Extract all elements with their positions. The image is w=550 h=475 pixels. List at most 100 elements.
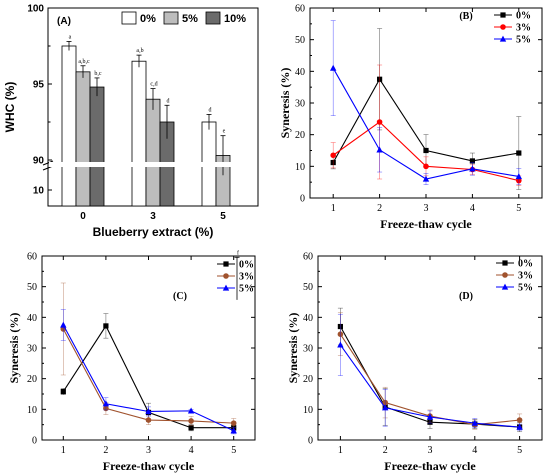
panel-a-significance-letter: a,b,c	[78, 59, 90, 65]
panel-c-legend-marker	[223, 261, 229, 267]
panel-c-xtick-label: 1	[61, 445, 66, 456]
panel-c-ytick-label: 20	[27, 374, 37, 385]
panel-a-significance-letter: a,b	[136, 48, 143, 54]
panel-a-legend-label: 0%	[140, 13, 156, 25]
panel-a-axis-break	[42, 160, 54, 166]
panel-b-point	[423, 147, 429, 154]
panel-c-legend-label: 5%	[239, 284, 254, 295]
panel-a-ytick-label: 100	[27, 4, 44, 15]
panel-b-legend-label: 3%	[516, 23, 531, 34]
panel-a-legend-swatch	[163, 11, 179, 25]
panel-d-ytick-label: 20	[303, 374, 313, 385]
panel-a-tag: (A)	[57, 16, 71, 27]
panel-c-point	[60, 321, 67, 328]
panel-c-legend-marker	[223, 273, 229, 279]
panel-c-point	[60, 388, 66, 395]
panel-b-legend-marker	[500, 12, 506, 18]
panel-d-ytick-label: 60	[303, 252, 313, 263]
panel-b-ytick-label: 10	[295, 162, 305, 173]
panel-d-xlabel: Freeze-thaw cycle	[384, 459, 476, 473]
panel-d-ytick-label: 0	[308, 436, 313, 447]
panel-b-point	[515, 173, 522, 180]
panel-a-legend-label: 10%	[224, 13, 246, 25]
panel-a-bar	[75, 71, 91, 207]
panel-c-point	[102, 400, 110, 407]
panel-b-point	[469, 165, 476, 172]
panel-b-legend-marker	[499, 35, 507, 42]
panel-c-point	[230, 427, 237, 434]
panel-b-point	[330, 152, 337, 159]
panel-b-legend-marker	[500, 24, 506, 30]
panel-c-ytick-label: 30	[27, 344, 37, 355]
panel-d-legend-marker	[502, 272, 508, 278]
panel-d-xtick-label: 3	[428, 445, 433, 456]
panel-c-ytick-label: 40	[27, 313, 37, 324]
panel-a-ytick-label: 10	[33, 186, 45, 197]
panel-b-xtick-label: 5	[516, 203, 521, 214]
panel-d-xtick-label: 1	[338, 445, 343, 456]
panel-b-point	[376, 119, 383, 125]
panel-a-significance-letter: a	[69, 34, 72, 40]
panel-b-ytick-label: 20	[295, 130, 305, 141]
panel-b-ytick-label: 0	[300, 194, 305, 205]
panel-a-ytick-label: 95	[33, 80, 45, 91]
panel-a-significance-letter: d	[209, 107, 212, 113]
panel-a-xtick-label: 0	[80, 211, 86, 222]
panel-a-bar	[131, 60, 147, 207]
panel-c-xtick-label: 2	[103, 445, 108, 456]
panel-a-bar	[89, 86, 105, 207]
panel-b-xlabel: Freeze-thaw cycle	[380, 217, 472, 231]
panel-b-point	[330, 64, 337, 71]
panel-a-xtick-label: 5	[220, 211, 226, 222]
panel-a-significance-letter: b,c	[94, 71, 102, 77]
panel-b-point	[422, 175, 430, 182]
panel-d-point	[471, 419, 478, 426]
panel-c-ylabel: Syneresis (%)	[7, 313, 21, 384]
panel-d-xtick-label: 4	[472, 445, 477, 456]
panel-b-legend-label: 5%	[516, 35, 531, 46]
panel-a-legend-label: 5%	[182, 13, 198, 25]
panel-d-legend-label: 0%	[518, 259, 533, 270]
panel-b-xtick-label: 4	[470, 203, 475, 214]
panel-c-point	[230, 420, 237, 426]
panel-d-point	[337, 341, 344, 348]
panel-d-ylabel: Syneresis (%)	[286, 313, 300, 384]
panel-c-tag: (C)	[173, 291, 187, 302]
panel-c-xtick-label: 3	[146, 445, 151, 456]
panel-c-ytick-label: 0	[32, 436, 37, 447]
panel-d-point	[516, 417, 523, 423]
panel-d-legend-marker	[501, 283, 509, 290]
panel-c-xtick-label: 4	[189, 445, 194, 456]
panel-d-ytick-label: 10	[303, 405, 313, 416]
panel-d-xtick-label: 5	[517, 445, 522, 456]
panel-a-significance-letter: d	[167, 98, 170, 104]
panel-d-point	[516, 423, 523, 430]
panel-c-point	[188, 418, 194, 424]
panel-c-point	[145, 408, 152, 415]
panel-a-significance-letter: f	[237, 249, 239, 256]
panel-c-point	[103, 323, 109, 329]
panel-b-tag: (B)	[459, 11, 472, 22]
panel-b-ylabel: Syneresis (%)	[278, 68, 292, 139]
panel-b-xtick-label: 3	[424, 203, 429, 214]
panel-c-point	[145, 417, 152, 423]
panel-b-xtick-label: 2	[377, 203, 382, 214]
panel-a-xlabel: Blueberry extract (%)	[93, 225, 214, 239]
panel-d-xtick-label: 2	[383, 445, 388, 456]
panel-c-legend-label: 3%	[239, 272, 254, 283]
panel-a-legend-swatch	[205, 11, 221, 25]
panel-d-ytick-label: 40	[303, 313, 313, 324]
panel-c-legend-label: 0%	[239, 260, 254, 271]
panel-b-point	[376, 146, 383, 153]
panel-c-ytick-label: 10	[27, 405, 37, 416]
panel-a-legend-swatch	[121, 11, 137, 25]
panel-d-legend-label: 3%	[518, 271, 533, 282]
panel-c-ytick-label: 60	[27, 252, 37, 263]
panel-b-ytick-label: 30	[295, 99, 305, 110]
panel-b-xtick-label: 1	[331, 203, 336, 214]
panel-c-xtick-label: 5	[231, 445, 236, 456]
panel-a-significance-letter: e	[223, 129, 226, 135]
panel-d-legend-label: 5%	[518, 283, 533, 294]
panel-a-bar	[145, 98, 161, 207]
